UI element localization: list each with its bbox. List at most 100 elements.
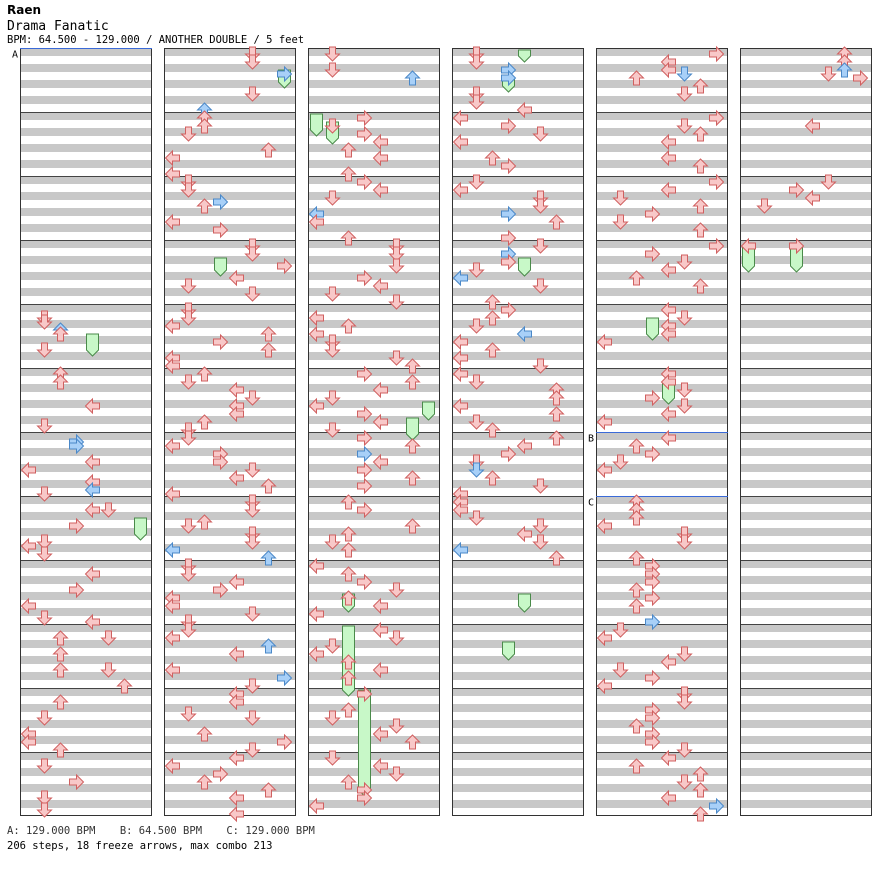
beat-stripe xyxy=(452,448,584,456)
beat-stripe xyxy=(596,224,728,232)
red-arrow-note xyxy=(789,181,805,199)
beat-stripe xyxy=(596,144,728,152)
beat-stripe xyxy=(20,656,152,664)
red-arrow-note xyxy=(340,590,357,606)
blue-arrow-note xyxy=(84,481,100,499)
red-arrow-note xyxy=(468,414,485,430)
beat-stripe xyxy=(452,144,584,152)
red-arrow-note xyxy=(36,342,53,358)
beat-stripe xyxy=(308,112,440,120)
red-arrow-note xyxy=(372,453,388,471)
red-arrow-note xyxy=(628,758,645,774)
red-arrow-note xyxy=(645,445,661,463)
legend-b: B: 64.500 BPM xyxy=(119,825,203,837)
red-arrow-note xyxy=(372,725,388,743)
red-arrow-note xyxy=(452,133,468,151)
beat-stripe xyxy=(308,416,440,424)
beat-stripe xyxy=(596,320,728,328)
red-arrow-note xyxy=(244,462,261,478)
red-arrow-note xyxy=(532,278,549,294)
red-arrow-note xyxy=(628,70,645,86)
beat-stripe xyxy=(740,752,872,760)
red-arrow-note xyxy=(84,397,100,415)
beat-stripe xyxy=(164,416,296,424)
red-arrow-note xyxy=(357,461,373,479)
red-arrow-note xyxy=(244,54,261,70)
red-arrow-note xyxy=(36,418,53,434)
red-arrow-note xyxy=(324,534,341,550)
red-arrow-note xyxy=(213,453,229,471)
red-arrow-note xyxy=(260,342,277,358)
red-arrow-note xyxy=(692,766,709,782)
beat-stripe xyxy=(20,720,152,728)
beat-stripe xyxy=(596,288,728,296)
red-arrow-note xyxy=(180,182,197,198)
column-border xyxy=(164,48,296,816)
marker-label-c: C xyxy=(588,498,594,509)
beat-stripe xyxy=(164,688,296,696)
beat-stripe xyxy=(20,752,152,760)
beat-stripe xyxy=(308,176,440,184)
beat-stripe xyxy=(20,64,152,72)
red-arrow-note xyxy=(52,646,69,662)
red-arrow-note xyxy=(372,181,388,199)
red-arrow-note xyxy=(516,101,532,119)
beat-stripe xyxy=(740,784,872,792)
beat-stripe xyxy=(596,352,728,360)
red-arrow-note xyxy=(36,534,53,550)
red-arrow-note xyxy=(645,389,661,407)
red-arrow-note xyxy=(501,229,517,247)
red-arrow-note xyxy=(260,782,277,798)
beat-stripe xyxy=(164,592,296,600)
beat-stripe xyxy=(164,752,296,760)
red-arrow-note xyxy=(596,413,612,431)
beat-stripe xyxy=(164,352,296,360)
beat-stripe xyxy=(20,592,152,600)
beat-stripe xyxy=(308,720,440,728)
red-arrow-note xyxy=(692,126,709,142)
beat-stripe xyxy=(20,96,152,104)
beat-stripe xyxy=(452,64,584,72)
red-arrow-note xyxy=(692,222,709,238)
red-arrow-note xyxy=(244,502,261,518)
beat-stripe xyxy=(740,128,872,136)
beat-stripe xyxy=(740,560,872,568)
beat-stripe xyxy=(596,112,728,120)
beat-stripe xyxy=(164,624,296,632)
beat-stripe xyxy=(164,320,296,328)
red-arrow-note xyxy=(308,645,324,663)
red-arrow-note xyxy=(308,397,324,415)
beat-stripe xyxy=(164,432,296,440)
red-arrow-note xyxy=(308,797,324,815)
red-arrow-note xyxy=(324,750,341,766)
beat-stripe xyxy=(740,640,872,648)
beat-stripe xyxy=(20,416,152,424)
beat-stripe xyxy=(164,480,296,488)
red-arrow-note xyxy=(244,286,261,302)
red-arrow-note xyxy=(596,517,612,535)
freeze-arrow xyxy=(518,257,531,277)
red-arrow-note xyxy=(69,581,85,599)
red-arrow-note xyxy=(612,622,629,638)
red-arrow-note xyxy=(612,190,629,206)
beat-stripe xyxy=(308,592,440,600)
red-arrow-note xyxy=(164,165,180,183)
beat-stripe xyxy=(164,784,296,792)
beat-stripe xyxy=(452,304,584,312)
beat-stripe xyxy=(164,288,296,296)
beat-stripe xyxy=(596,160,728,168)
beat-stripe xyxy=(164,240,296,248)
red-arrow-note xyxy=(532,126,549,142)
red-arrow-note xyxy=(277,733,293,751)
beat-stripe xyxy=(164,64,296,72)
red-arrow-note xyxy=(660,301,676,319)
red-arrow-note xyxy=(357,269,373,287)
beat-stripe xyxy=(20,624,152,632)
red-arrow-note xyxy=(372,133,388,151)
red-arrow-note xyxy=(692,278,709,294)
beat-stripe xyxy=(596,48,728,56)
red-arrow-note xyxy=(676,742,693,758)
red-arrow-note xyxy=(548,214,565,230)
beat-stripe xyxy=(20,608,152,616)
red-arrow-note xyxy=(628,270,645,286)
